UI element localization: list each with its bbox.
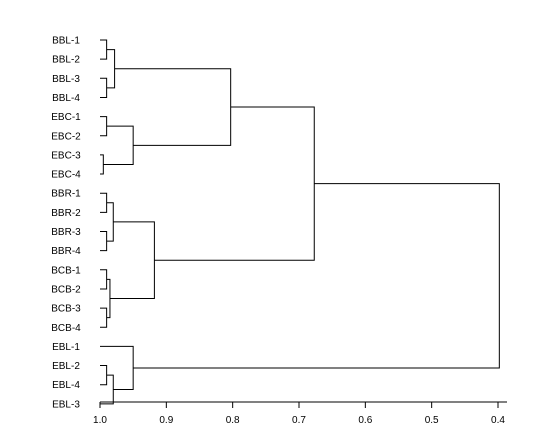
merge-link-n8 (100, 192, 108, 213)
x-tick-label: 1.0 (93, 415, 107, 426)
leaf-label: EBL-4 (52, 380, 80, 391)
leaf-label: EBL-3 (52, 399, 80, 410)
leaf-label: EBC-1 (51, 112, 81, 123)
x-tick-label: 0.4 (491, 415, 505, 426)
leaf-label: BCB-4 (51, 323, 81, 334)
leaf-label: BBR-1 (51, 189, 81, 200)
merge-link-n4 (100, 116, 108, 137)
x-tick-label: 0.7 (292, 415, 306, 426)
leaf-label: BBL-2 (52, 55, 80, 66)
leaf-label: EBC-2 (51, 131, 81, 142)
leaf-label: BBR-3 (51, 227, 81, 238)
leaf-label: EBC-4 (51, 170, 81, 181)
x-axis: 1.0 0.9 0.8 0.7 0.6 0.5 0.4 (93, 401, 507, 426)
leaf-label: BBL-4 (52, 93, 80, 104)
merge-link-n12 (100, 307, 108, 328)
merge-link-n9 (100, 231, 108, 252)
merge-link-n14 (109, 221, 155, 300)
merge-link-n5 (100, 154, 104, 175)
leaf-label: BCB-1 (51, 265, 81, 276)
merge-link-n2 (100, 77, 108, 98)
leaf-label: EBC-3 (51, 150, 81, 161)
leaf-label: BBR-2 (51, 208, 81, 219)
merge-link-n1 (100, 39, 108, 60)
merge-link-n18 (100, 345, 134, 390)
x-tick-label: 0.5 (425, 415, 439, 426)
x-tick-label: 0.8 (226, 415, 240, 426)
merge-link-n16 (100, 365, 108, 386)
merge-link-n15 (154, 106, 315, 261)
leaf-label: BBR-4 (51, 246, 81, 257)
x-tick-label: 0.9 (159, 415, 173, 426)
merge-link-n3 (106, 49, 116, 89)
dendrogram-tree (100, 39, 500, 405)
merge-link-n6 (103, 125, 134, 165)
leaf-label: BCB-2 (51, 284, 81, 295)
leaf-labels: BBL-1 BBL-2 BBL-3 BBL-4 EBC-1 EBC-2 EBC-3 EBC-4… (51, 36, 81, 411)
merge-link-n10 (106, 202, 114, 242)
leaf-label: BBL-3 (52, 74, 80, 85)
leaf-label: BBL-1 (52, 36, 80, 47)
leaf-label: EBL-2 (52, 361, 80, 372)
merge-link-n11 (100, 269, 108, 290)
merge-link-n19 (133, 183, 500, 369)
merge-link-n7 (114, 68, 232, 146)
leaf-label: EBL-1 (52, 342, 80, 353)
x-tick-label: 0.6 (358, 415, 372, 426)
leaf-label: BCB-3 (51, 304, 81, 315)
